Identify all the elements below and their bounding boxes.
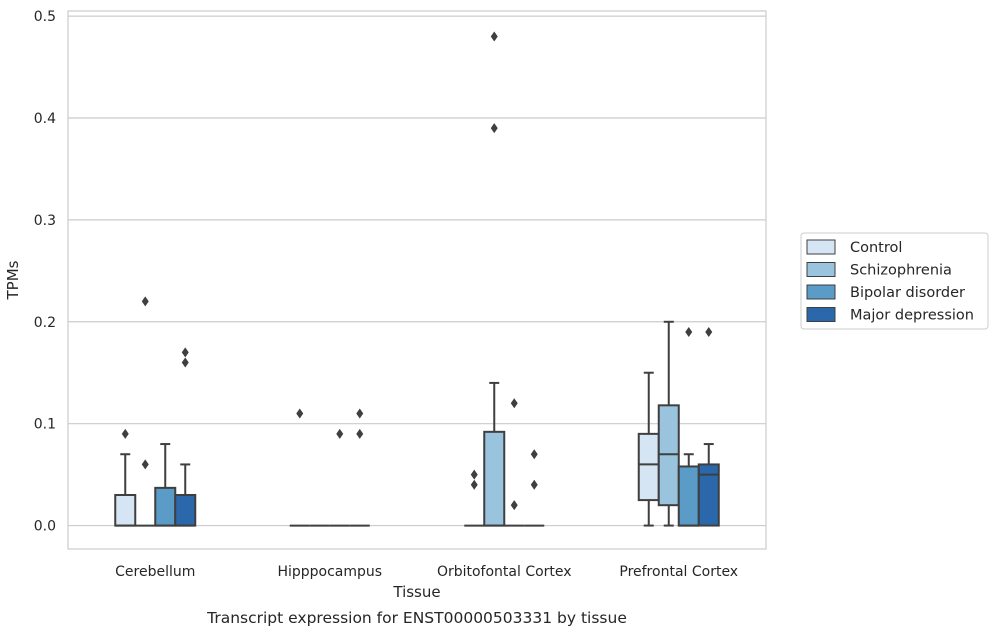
box-schizophrenia xyxy=(135,296,156,527)
y-tick-label: 0.4 xyxy=(34,111,56,127)
outlier-point xyxy=(141,296,149,307)
legend: Control Schizophrenia Bipolar disorder Majo… xyxy=(800,232,989,330)
box-body xyxy=(677,465,700,527)
y-axis-ticks: 0.0 0.1 0.2 0.3 0.4 0.5 xyxy=(34,9,56,534)
plot-area-frame xyxy=(67,10,767,550)
legend-swatch xyxy=(806,239,836,255)
box-body xyxy=(174,493,197,527)
outlier-point xyxy=(356,408,364,419)
legend-swatch xyxy=(806,307,836,322)
box-bipolar-disorder xyxy=(677,326,700,527)
x-tick-label: Cerebellum xyxy=(115,564,195,580)
x-tick-label: Prefrontal Cortex xyxy=(619,564,738,580)
box-body xyxy=(637,432,660,502)
x-tick-label: Hipppocampus xyxy=(277,564,382,580)
box-major-depression xyxy=(524,449,545,527)
x-tick-label: Orbitofontal Cortex xyxy=(437,564,572,580)
y-tick-label: 0.2 xyxy=(34,315,56,331)
outlier-point xyxy=(356,428,364,439)
y-axis-label: TPMs xyxy=(4,260,22,300)
y-tick-label: 0.0 xyxy=(34,519,56,535)
box-major-depression xyxy=(349,408,370,527)
box-body xyxy=(114,493,137,527)
outlier-point xyxy=(510,398,518,409)
box-major-depression xyxy=(174,347,197,527)
outlier-point xyxy=(470,469,478,480)
outlier-point xyxy=(181,347,189,358)
legend-label: Control xyxy=(850,240,902,256)
x-axis-ticks: Cerebellum Hipppocampus Orbitofontal Corte… xyxy=(115,564,738,580)
box-bipolar-disorder xyxy=(504,398,525,527)
box-major-depression xyxy=(697,326,720,527)
box-body xyxy=(154,486,177,527)
outlier-point xyxy=(490,31,498,42)
box-control xyxy=(637,371,660,527)
outlier-point xyxy=(121,428,129,439)
outlier-point xyxy=(685,326,693,337)
box-control xyxy=(289,408,310,527)
legend-swatch xyxy=(806,262,836,277)
outlier-point xyxy=(181,357,189,368)
box-schizophrenia xyxy=(483,31,506,527)
outlier-point xyxy=(336,428,344,439)
x-axis-label: Tissue xyxy=(392,583,440,601)
box-body xyxy=(483,430,506,527)
box-body xyxy=(697,463,720,527)
outlier-point xyxy=(470,479,478,490)
legend-frame xyxy=(800,232,989,330)
outlier-point xyxy=(510,500,518,511)
chart-caption: Transcript expression for ENST0000050333… xyxy=(206,609,627,627)
legend-swatch xyxy=(806,284,836,300)
box-bipolar-disorder xyxy=(154,443,177,527)
box-control xyxy=(114,428,137,527)
box-schizophrenia xyxy=(657,320,680,527)
box-body xyxy=(657,404,680,507)
legend-label: Schizophrenia xyxy=(850,263,952,279)
outlier-point xyxy=(490,123,498,134)
outlier-point xyxy=(141,459,149,470)
outlier-point xyxy=(296,408,304,419)
legend-label: Bipolar disorder xyxy=(850,285,965,301)
outlier-point xyxy=(530,479,538,490)
box-series xyxy=(114,31,720,527)
y-tick-label: 0.1 xyxy=(34,417,56,433)
outlier-point xyxy=(530,449,538,460)
legend-label: Major depression xyxy=(850,308,974,324)
y-tick-label: 0.3 xyxy=(34,213,56,229)
outlier-point xyxy=(705,326,713,337)
box-control xyxy=(464,469,485,527)
y-tick-label: 0.5 xyxy=(34,9,56,25)
box-bipolar-disorder xyxy=(329,428,350,527)
